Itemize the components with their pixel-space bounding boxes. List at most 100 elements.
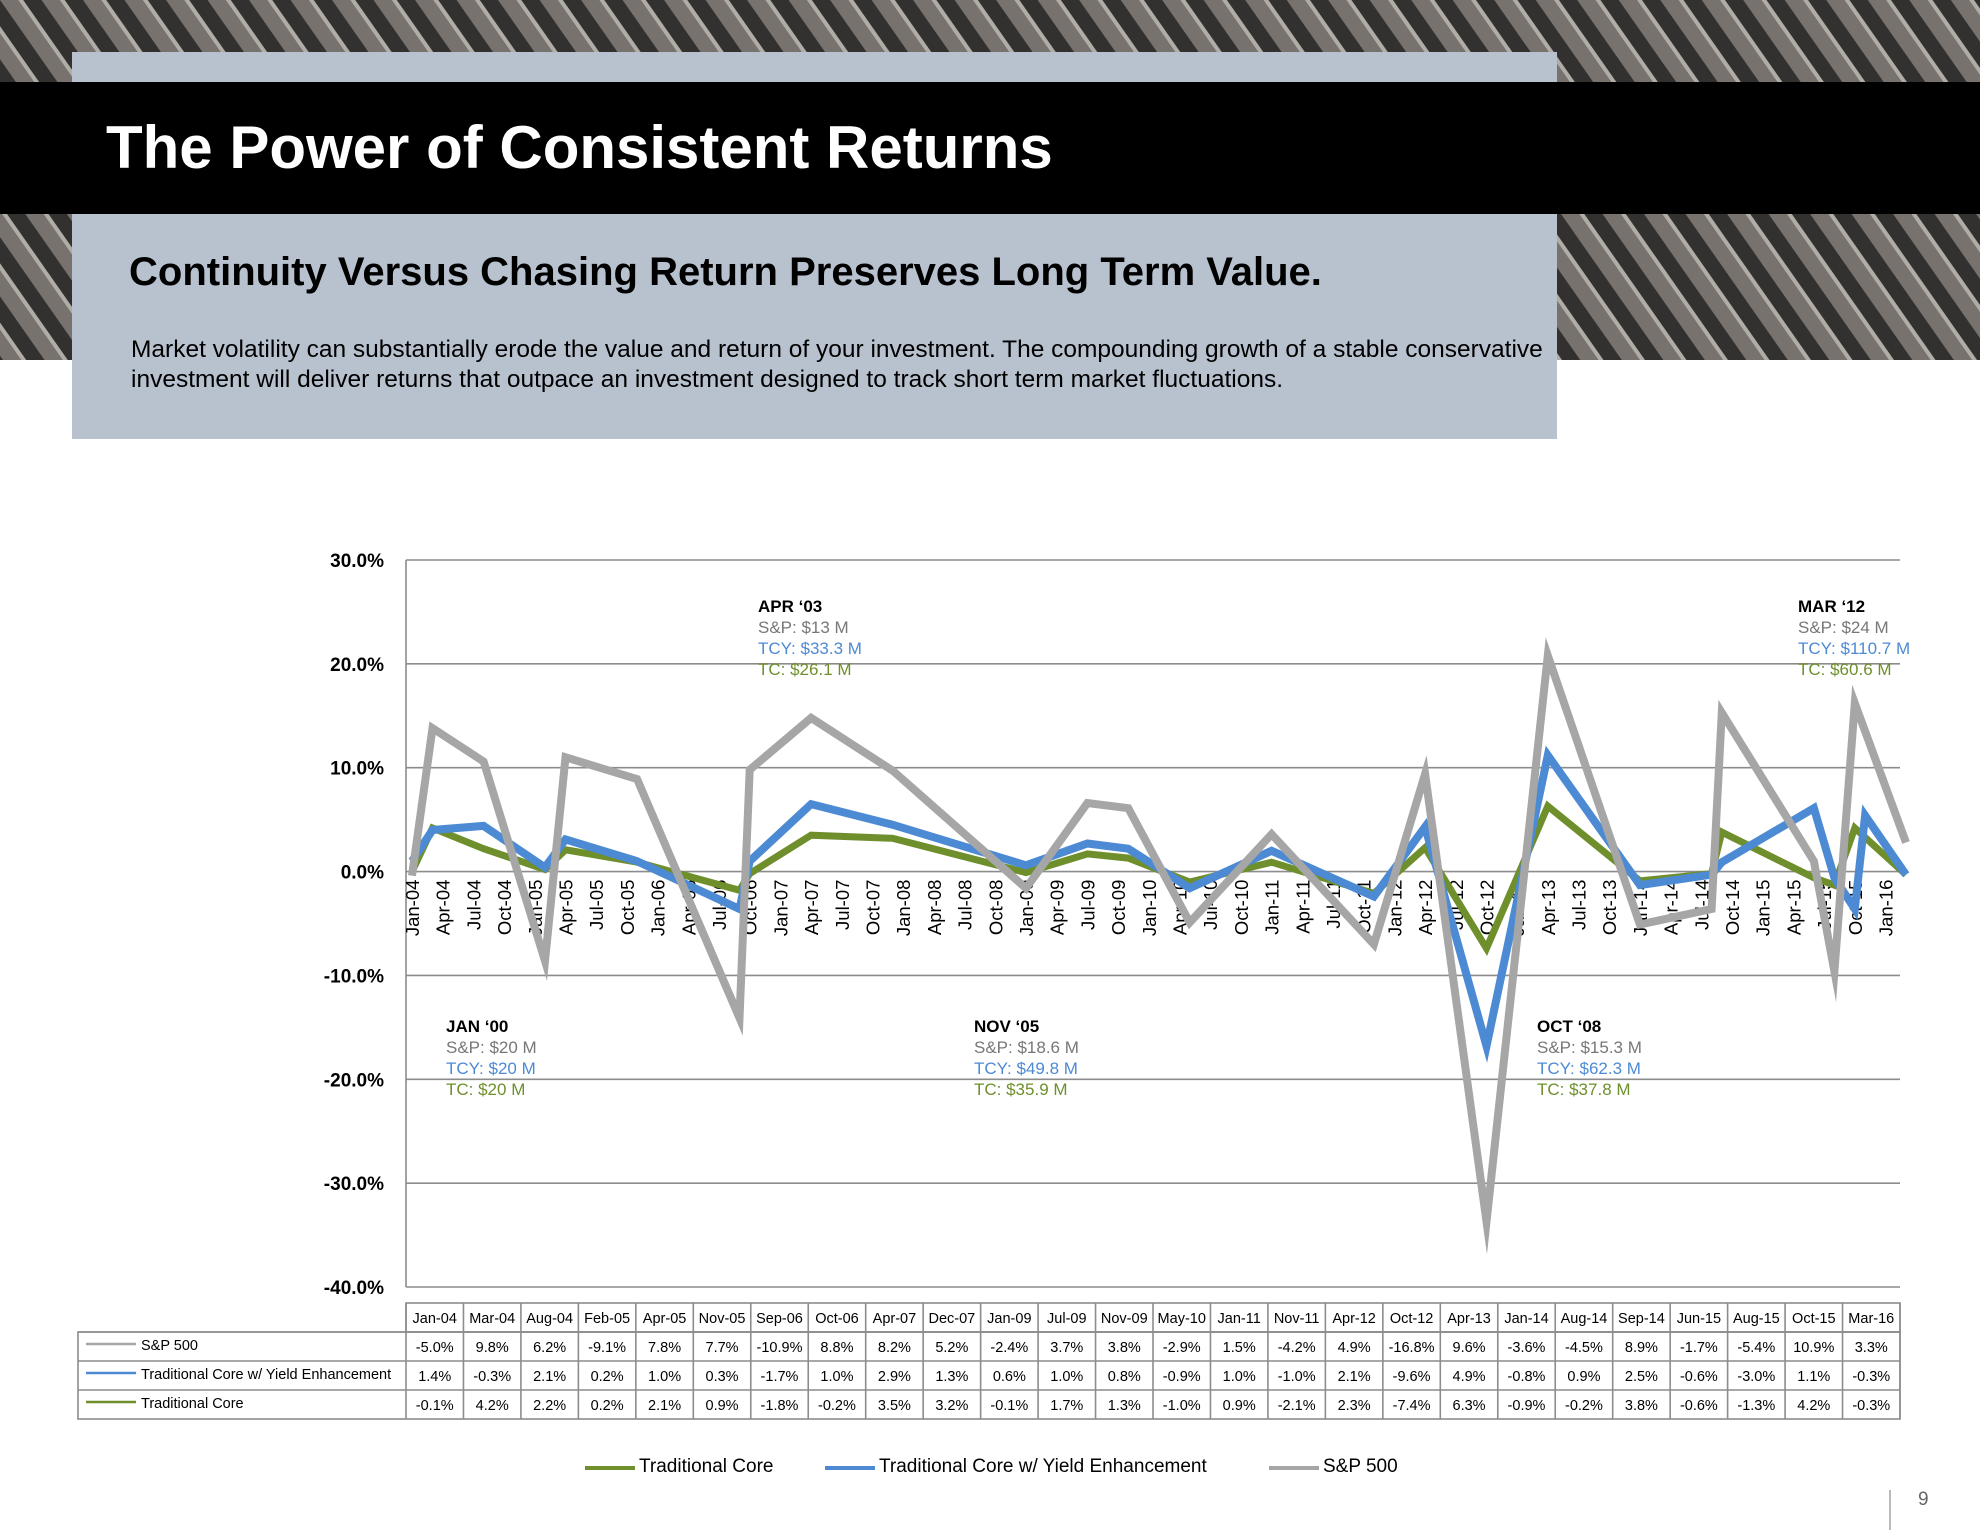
table-cell: 1.0%: [648, 1369, 681, 1385]
table-cell: 1.7%: [1050, 1398, 1083, 1414]
x-tick-label: Oct-14: [1722, 880, 1743, 936]
table-cell: -3.6%: [1508, 1340, 1546, 1356]
table-cell: -0.3%: [1852, 1369, 1890, 1385]
series-line-sp500: [408, 637, 1910, 1255]
table-cell: -1.3%: [1737, 1398, 1775, 1414]
x-tick-label: Jul-08: [955, 880, 976, 930]
table-cell: -0.9%: [1508, 1398, 1546, 1414]
table-cell: -0.3%: [1852, 1398, 1890, 1414]
annotation-tc: TC: $35.9 M: [974, 1080, 1068, 1099]
x-tick-label: Apr-05: [555, 880, 576, 936]
x-tick-label: Oct-07: [862, 880, 883, 936]
table-cell: -5.0%: [416, 1340, 454, 1356]
table-cell: 0.9%: [706, 1398, 739, 1414]
table-column-header: Apr-12: [1332, 1311, 1376, 1327]
annotation: JAN ‘00 S&P: $20 M TCY: $20 M TC: $20 M: [446, 1017, 537, 1099]
legend-label-tcy: Traditional Core w/ Yield Enhancement: [879, 1456, 1207, 1477]
table-cell: 3.7%: [1050, 1340, 1083, 1356]
table-cell: -3.0%: [1737, 1369, 1775, 1385]
annotation-tcy: TCY: $110.7 M: [1798, 639, 1910, 658]
table-cell: -1.0%: [1278, 1369, 1316, 1385]
x-tick-label: Apr-04: [433, 880, 454, 936]
annotation-sp: S&P: $15.3 M: [1537, 1038, 1642, 1057]
table-cell: 2.1%: [648, 1398, 681, 1414]
table-cell: 1.0%: [1223, 1369, 1256, 1385]
table-cell: 1.0%: [820, 1369, 853, 1385]
x-tick-label: Jan-15: [1753, 880, 1774, 937]
x-tick-label: Oct-09: [1108, 880, 1129, 936]
annotation-title: NOV ‘05: [974, 1017, 1039, 1036]
table-column-header: Mar-04: [469, 1311, 515, 1327]
table-column-header: Apr-13: [1447, 1311, 1491, 1327]
annotation: OCT ‘08 S&P: $15.3 M TCY: $62.3 M TC: $37.8…: [1537, 1017, 1642, 1099]
legend-label-tc: Traditional Core: [639, 1456, 774, 1477]
table-column-header: Aug-14: [1561, 1311, 1608, 1327]
x-tick-label: Apr-14: [1661, 880, 1682, 936]
table-column-header: Oct-12: [1390, 1311, 1434, 1327]
table-cell: -5.4%: [1737, 1340, 1775, 1356]
table-column-header: Jan-14: [1504, 1311, 1548, 1327]
table-column-header: Feb-05: [584, 1311, 630, 1327]
annotation-tcy: TCY: $49.8 M: [974, 1059, 1078, 1078]
x-tick-label: Jan-04: [402, 880, 423, 937]
x-tick-label: Jan-10: [1139, 880, 1160, 937]
x-tick-label: Apr-08: [924, 880, 945, 936]
table-column-header: Nov-11: [1274, 1311, 1320, 1327]
table-column-header: Jan-11: [1218, 1311, 1261, 1327]
table-cell: -0.9%: [1163, 1369, 1201, 1385]
table-cell: 1.3%: [935, 1369, 968, 1385]
table-row-label: Traditional Core w/ Yield Enhancement: [141, 1367, 391, 1383]
table-cell: -1.7%: [761, 1369, 799, 1385]
annotation-sp: S&P: $18.6 M: [974, 1038, 1079, 1057]
table-cell: -10.9%: [757, 1340, 803, 1356]
x-tick-label: Oct-05: [617, 880, 638, 936]
legend-swatch-sp500: [1269, 1466, 1319, 1470]
table-cell: 8.9%: [1625, 1340, 1658, 1356]
table-cell: 4.9%: [1453, 1369, 1486, 1385]
info-panel-top: [72, 52, 1557, 82]
annotation-title: JAN ‘00: [446, 1017, 508, 1036]
table-column-header: Aug-04: [526, 1311, 573, 1327]
table-column-header: Jan-04: [413, 1311, 457, 1327]
x-tick-label: Apr-13: [1538, 880, 1559, 936]
table-row-label: Traditional Core: [141, 1396, 244, 1412]
table-cell: 2.9%: [878, 1369, 911, 1385]
annotation: NOV ‘05 S&P: $18.6 M TCY: $49.8 M TC: $35.9…: [974, 1017, 1079, 1099]
x-tick-label: Jan-09: [1016, 880, 1037, 937]
table-cell: -0.2%: [818, 1398, 856, 1414]
table-cell: 3.5%: [878, 1398, 911, 1414]
table-cell: -0.6%: [1680, 1398, 1718, 1414]
info-panel: [72, 214, 1557, 439]
table-column-header: Jun-15: [1677, 1311, 1721, 1327]
annotation: APR ‘03 S&P: $13 M TCY: $33.3 M TC: $26.1 M: [758, 597, 862, 679]
table-cell: -0.6%: [1680, 1369, 1718, 1385]
x-tick-label: Apr-07: [801, 880, 822, 936]
table-column-header: Mar-16: [1848, 1311, 1894, 1327]
table-cell: 3.8%: [1108, 1340, 1141, 1356]
y-tick-label: 20.0%: [330, 655, 384, 676]
table-cell: 6.2%: [533, 1340, 566, 1356]
x-tick-label: Apr-11: [1292, 880, 1313, 934]
table-cell: -16.8%: [1389, 1340, 1435, 1356]
table-cell: 0.9%: [1567, 1369, 1600, 1385]
table-column-header: Nov-09: [1101, 1311, 1148, 1327]
table-cell: -1.8%: [761, 1398, 799, 1414]
table-cell: 6.3%: [1453, 1398, 1486, 1414]
y-tick-label: -40.0%: [324, 1278, 384, 1299]
table-cell: -0.1%: [416, 1398, 454, 1414]
y-tick-label: 10.0%: [330, 759, 384, 780]
annotation-layer: APR ‘03 S&P: $13 M TCY: $33.3 M TC: $26.1 M…: [446, 597, 1910, 1099]
x-tick-label: Oct-04: [494, 880, 515, 936]
table-cell: 1.1%: [1797, 1369, 1830, 1385]
annotation-tcy: TCY: $20 M: [446, 1059, 536, 1078]
x-tick-label: Oct-12: [1476, 880, 1497, 936]
annotation-title: OCT ‘08: [1537, 1017, 1601, 1036]
table-cell: 1.4%: [418, 1369, 451, 1385]
table-cell: 4.2%: [476, 1398, 509, 1414]
subtitle: Continuity Versus Chasing Return Preserv…: [129, 250, 1322, 294]
description: Market volatility can substantially erod…: [131, 336, 1543, 393]
y-tick-label: -10.0%: [324, 966, 384, 987]
returns-chart: 30.0% 20.0% 10.0% 0.0% -10.0% -20.0% -30.0% -40…: [77, 551, 1910, 1420]
page-rule: [1889, 1490, 1891, 1530]
annotation-title: APR ‘03: [758, 597, 822, 616]
